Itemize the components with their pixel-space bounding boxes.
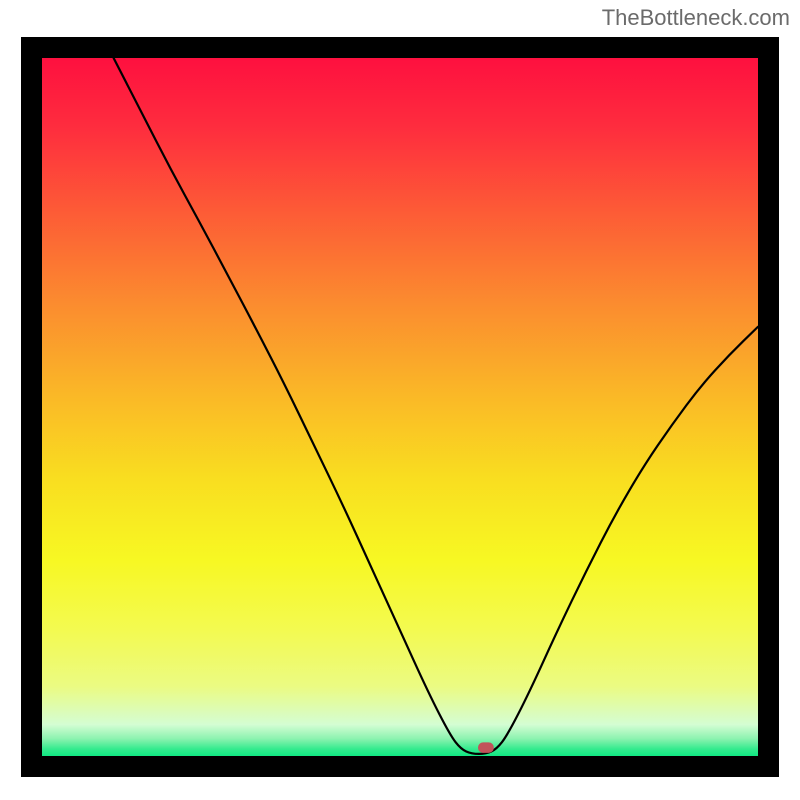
bottleneck-chart-figure: TheBottleneck.com [0, 0, 800, 800]
plot-svg [0, 0, 800, 800]
watermark-text: TheBottleneck.com [602, 5, 790, 31]
plot-background-gradient [42, 58, 758, 756]
optimum-marker [478, 742, 494, 752]
